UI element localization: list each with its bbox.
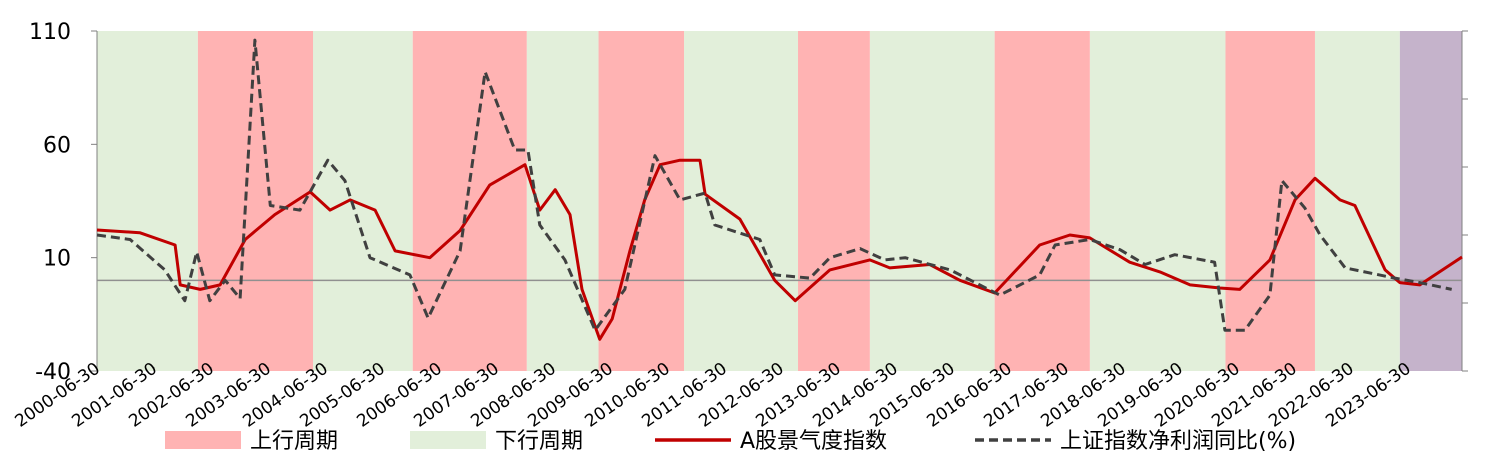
down-period <box>684 31 799 371</box>
legend-swatch <box>410 431 486 449</box>
highlight-period <box>1399 31 1462 371</box>
legend-label: 上行周期 <box>250 429 338 454</box>
up-period <box>994 31 1090 371</box>
legend-label: 下行周期 <box>495 429 583 454</box>
down-period <box>869 31 995 371</box>
legend: 上行周期 下行周期 A股景气度指数 上证指数净利润同比(%) <box>165 429 1296 454</box>
up-period <box>1225 31 1315 371</box>
series-line <box>96 158 1463 341</box>
down-period <box>1089 31 1226 371</box>
down-period <box>97 31 198 371</box>
lines <box>96 38 1463 341</box>
legend-swatch <box>165 431 241 449</box>
y-tick-label: 60 <box>43 133 71 158</box>
y-tick-label: 110 <box>29 20 71 45</box>
up-period <box>412 31 527 371</box>
background-regions <box>97 31 1462 371</box>
legend-label: A股景气度指数 <box>740 429 887 454</box>
down-period <box>313 31 413 371</box>
up-period <box>798 31 870 371</box>
axes <box>91 30 1468 372</box>
series-line <box>96 38 1453 332</box>
y-tick-label: -40 <box>35 360 71 385</box>
down-period <box>1314 31 1400 371</box>
y-tick-label: 10 <box>43 247 71 272</box>
legend-label: 上证指数净利润同比(%) <box>1060 429 1296 454</box>
